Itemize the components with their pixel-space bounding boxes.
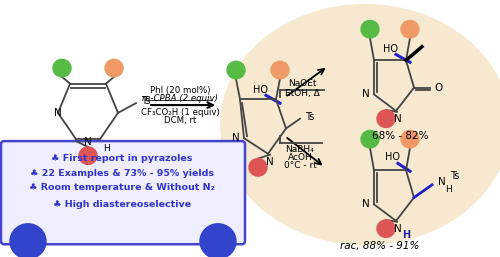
Circle shape	[227, 61, 245, 79]
Text: NaBH₄: NaBH₄	[286, 145, 314, 154]
Circle shape	[271, 61, 289, 79]
Ellipse shape	[220, 4, 500, 245]
Text: N: N	[438, 177, 446, 187]
Text: ♣ First report in pyrazoles: ♣ First report in pyrazoles	[52, 154, 192, 163]
Circle shape	[10, 224, 46, 257]
Circle shape	[377, 110, 395, 127]
Text: Ts: Ts	[141, 96, 150, 106]
Text: Ts: Ts	[305, 112, 314, 122]
Text: N: N	[362, 89, 370, 99]
Circle shape	[53, 59, 71, 77]
Text: Ts: Ts	[450, 171, 460, 181]
Circle shape	[401, 130, 419, 148]
Text: CF₃CO₂H (1 equiv): CF₃CO₂H (1 equiv)	[140, 108, 220, 117]
Circle shape	[361, 21, 379, 38]
Text: N: N	[84, 137, 92, 147]
Text: H: H	[445, 185, 452, 194]
Text: N: N	[266, 157, 274, 167]
Circle shape	[401, 21, 419, 38]
FancyBboxPatch shape	[1, 141, 245, 244]
Text: NaOEt: NaOEt	[288, 79, 316, 88]
Text: DCM, rt: DCM, rt	[164, 116, 196, 125]
Text: N: N	[394, 114, 402, 124]
Text: HO: HO	[252, 85, 268, 95]
Text: H: H	[102, 144, 110, 153]
Text: N: N	[362, 199, 370, 209]
Text: m-CPBA (2 equiv): m-CPBA (2 equiv)	[142, 94, 218, 103]
Text: rac, 88% - 91%: rac, 88% - 91%	[340, 241, 419, 251]
Text: ♣ High diastereoselective: ♣ High diastereoselective	[53, 200, 191, 209]
Text: PhI (20 mol%): PhI (20 mol%)	[150, 86, 210, 95]
Text: 68% - 82%: 68% - 82%	[372, 131, 428, 141]
Circle shape	[105, 59, 123, 77]
Text: N: N	[394, 224, 402, 234]
Text: N: N	[54, 108, 62, 118]
Text: 0°C - rt: 0°C - rt	[284, 161, 316, 170]
Text: ♣ Room temperature & Without N₂: ♣ Room temperature & Without N₂	[29, 183, 215, 192]
Circle shape	[361, 130, 379, 148]
Circle shape	[200, 224, 236, 257]
Text: HO: HO	[384, 152, 400, 162]
Text: H: H	[402, 230, 410, 240]
Text: O: O	[434, 82, 442, 93]
Circle shape	[249, 159, 267, 176]
Text: N: N	[232, 133, 240, 143]
Text: HO: HO	[382, 44, 398, 54]
Circle shape	[79, 147, 97, 164]
Text: ♣ 22 Examples & 73% - 95% yields: ♣ 22 Examples & 73% - 95% yields	[30, 169, 214, 178]
Circle shape	[377, 220, 395, 237]
Text: AcOH: AcOH	[288, 153, 312, 162]
Text: EtOH, Δ: EtOH, Δ	[284, 89, 320, 98]
